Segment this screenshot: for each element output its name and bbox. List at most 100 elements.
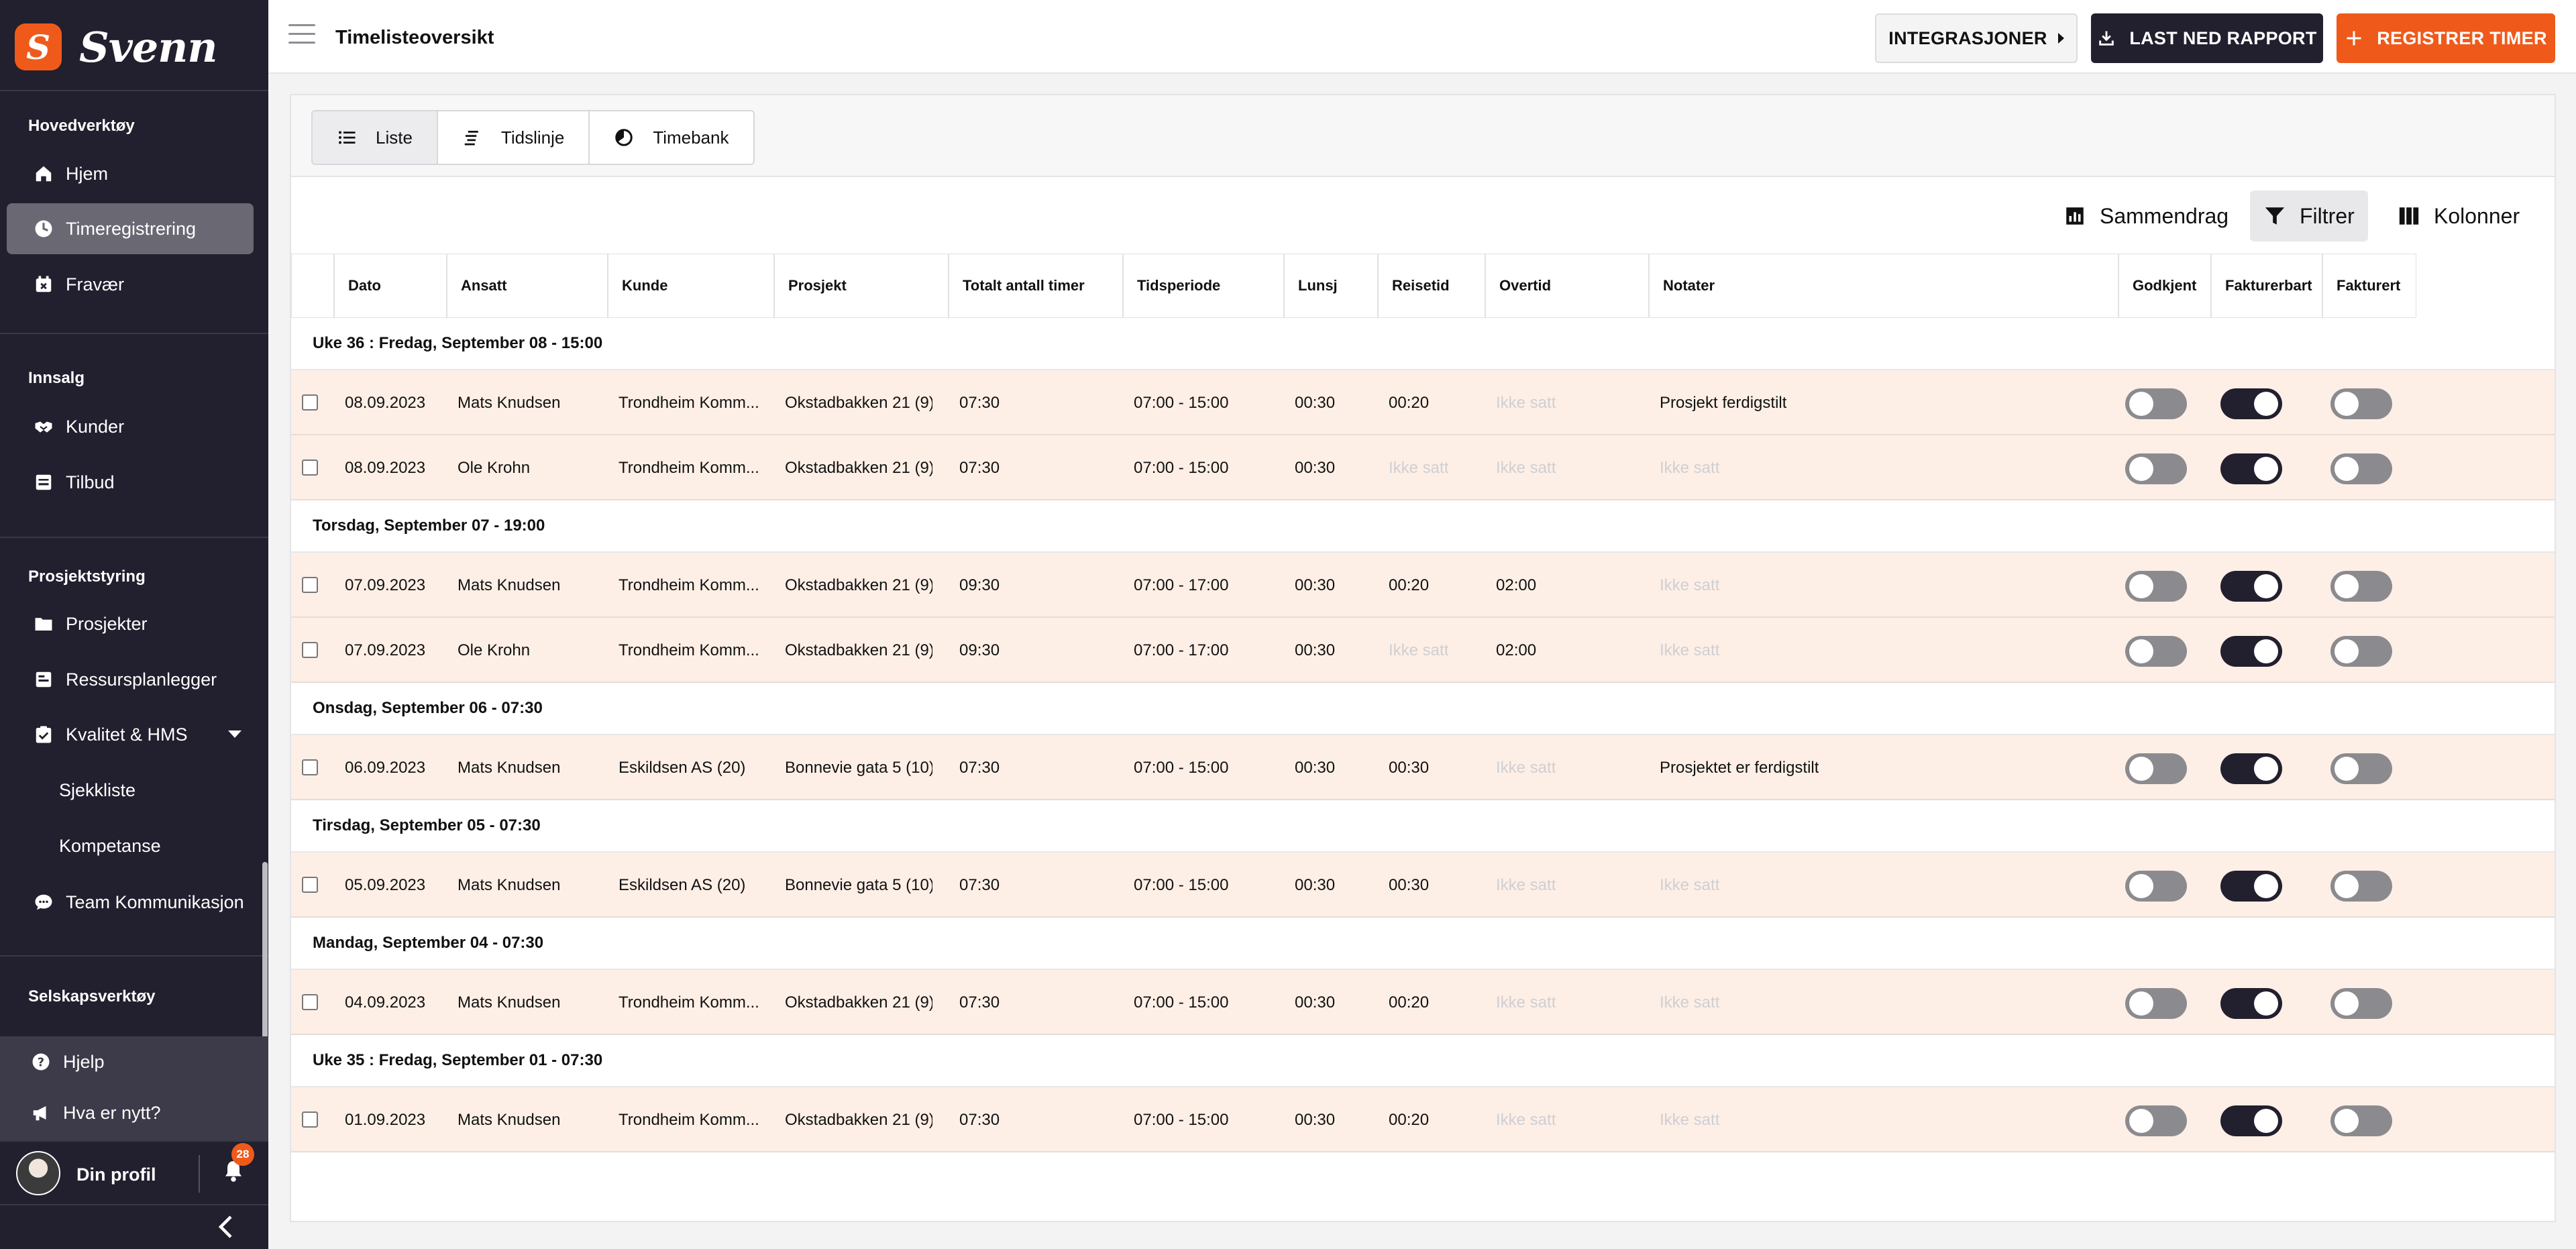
table-row[interactable]: 04.09.2023 Mats Knudsen Trondheim Komm... O… xyxy=(291,970,2555,1035)
section-title-innsalg: Innsalg xyxy=(28,369,85,387)
row-checkbox[interactable] xyxy=(302,459,318,476)
sidebar-item-team-kommunikasjon[interactable]: Team Kommunikasjon xyxy=(7,877,254,928)
brand-logo[interactable]: S Svenn xyxy=(15,20,217,74)
row-checkbox[interactable] xyxy=(302,577,318,593)
column-header-prosjekt[interactable]: Prosjekt xyxy=(774,254,949,318)
toggle-approved[interactable] xyxy=(2125,388,2187,419)
toggle-approved[interactable] xyxy=(2125,1105,2187,1136)
group-header-row: Torsdag, September 07 - 19:00 xyxy=(291,500,2555,553)
row-checkbox[interactable] xyxy=(302,994,318,1010)
integrations-button[interactable]: INTEGRASJONER xyxy=(1875,13,2078,63)
column-header-lunsj[interactable]: Lunsj xyxy=(1284,254,1378,318)
column-header-fakturert[interactable]: Fakturert xyxy=(2322,254,2416,318)
sidebar: S Svenn Hovedverktøy Hjem Timeregistreri… xyxy=(0,0,268,1249)
toggle-billed[interactable] xyxy=(2330,636,2392,667)
toggle-billable[interactable] xyxy=(2220,1105,2282,1136)
column-header-kunde[interactable]: Kunde xyxy=(608,254,774,318)
toggle-approved[interactable] xyxy=(2125,453,2187,484)
sidebar-item-ressursplanlegger[interactable]: Ressursplanlegger xyxy=(7,654,254,705)
toggle-approved[interactable] xyxy=(2125,871,2187,902)
profile-name[interactable]: Din profil xyxy=(76,1164,156,1185)
sidebar-subitem-kompetanse[interactable]: Kompetanse xyxy=(59,836,161,856)
filter-button[interactable]: Filtrer xyxy=(2250,191,2368,241)
sidebar-item-hjem[interactable]: Hjem xyxy=(7,148,254,199)
sidebar-item-kvalitet-hms[interactable]: Kvalitet & HMS xyxy=(7,709,254,760)
cell-employee: Mats Knudsen xyxy=(458,1110,561,1129)
cell-notes: Ikke satt xyxy=(1660,1110,1720,1129)
toggle-billed[interactable] xyxy=(2330,571,2392,602)
toggle-billable[interactable] xyxy=(2220,571,2282,602)
download-report-button[interactable]: LAST NED RAPPORT xyxy=(2091,13,2323,63)
toggle-approved[interactable] xyxy=(2125,753,2187,784)
column-header-reisetid[interactable]: Reisetid xyxy=(1378,254,1485,318)
toggle-billed[interactable] xyxy=(2330,388,2392,419)
sidebar-item-prosjekter[interactable]: Prosjekter xyxy=(7,598,254,649)
table-row[interactable]: 07.09.2023 Ole Krohn Trondheim Komm... Okst… xyxy=(291,618,2555,683)
row-checkbox[interactable] xyxy=(302,394,318,411)
bell-icon[interactable] xyxy=(221,1159,246,1183)
view-switcher: Liste Tidslinje Timebank xyxy=(311,110,755,165)
tab-tidslinje[interactable]: Tidslinje xyxy=(438,111,590,164)
table-row[interactable]: 01.09.2023 Mats Knudsen Trondheim Komm... O… xyxy=(291,1087,2555,1152)
tab-liste[interactable]: Liste xyxy=(313,111,438,164)
menu-icon[interactable] xyxy=(288,24,315,46)
tab-timebank[interactable]: Timebank xyxy=(590,111,753,164)
sidebar-item-hjelp[interactable]: ? Hjelp xyxy=(0,1036,268,1087)
sidebar-subitem-sjekkliste[interactable]: Sjekkliste xyxy=(59,780,136,800)
column-header-notater[interactable]: Notater xyxy=(1649,254,2118,318)
row-checkbox[interactable] xyxy=(302,642,318,658)
toggle-knob xyxy=(2129,1109,2153,1133)
table-row[interactable]: 07.09.2023 Mats Knudsen Trondheim Komm... O… xyxy=(291,553,2555,618)
divider xyxy=(0,90,268,91)
toggle-billable[interactable] xyxy=(2220,871,2282,902)
chat-icon xyxy=(32,891,55,914)
toggle-billed[interactable] xyxy=(2330,753,2392,784)
toggle-billed[interactable] xyxy=(2330,453,2392,484)
sidebar-item-hva-er-nytt[interactable]: Hva er nytt? xyxy=(0,1087,268,1138)
table-row[interactable]: 06.09.2023 Mats Knudsen Eskildsen AS (20) B… xyxy=(291,735,2555,800)
toggle-billable[interactable] xyxy=(2220,988,2282,1019)
register-hours-button[interactable]: REGISTRER TIMER xyxy=(2337,13,2555,63)
sidebar-item-fravaer[interactable]: Fravær xyxy=(7,259,254,310)
toggle-billable[interactable] xyxy=(2220,636,2282,667)
summary-button[interactable]: Sammendrag xyxy=(2050,191,2242,241)
table-row[interactable]: 08.09.2023 Ole Krohn Trondheim Komm... Okst… xyxy=(291,435,2555,500)
column-header-overtid[interactable]: Overtid xyxy=(1485,254,1649,318)
cell-travel: 00:20 xyxy=(1389,1110,1430,1129)
button-label: Kolonner xyxy=(2434,203,2520,228)
cell-period: 07:00 - 17:00 xyxy=(1134,641,1229,659)
columns-button[interactable]: Kolonner xyxy=(2384,191,2533,241)
column-header-ansatt[interactable]: Ansatt xyxy=(447,254,608,318)
cell-travel: Ikke satt xyxy=(1389,641,1449,659)
column-header-tidsperiode[interactable]: Tidsperiode xyxy=(1123,254,1284,318)
cell-lunch: 00:30 xyxy=(1295,576,1336,594)
toggle-approved[interactable] xyxy=(2125,636,2187,667)
collapse-sidebar-icon[interactable] xyxy=(215,1213,239,1241)
avatar[interactable] xyxy=(16,1151,60,1195)
sidebar-item-kunder[interactable]: Kunder xyxy=(7,401,254,452)
sidebar-scrollbar[interactable] xyxy=(262,862,268,1043)
toggle-approved[interactable] xyxy=(2125,571,2187,602)
column-header-godkjent[interactable]: Godkjent xyxy=(2118,254,2211,318)
sidebar-item-timeregistrering[interactable]: Timeregistrering xyxy=(7,203,254,254)
row-checkbox[interactable] xyxy=(302,759,318,775)
cell-lunch: 00:30 xyxy=(1295,1110,1336,1129)
table-row[interactable]: 08.09.2023 Mats Knudsen Trondheim Komm... O… xyxy=(291,370,2555,435)
toggle-billed[interactable] xyxy=(2330,988,2392,1019)
row-checkbox[interactable] xyxy=(302,877,318,893)
table-row[interactable]: 05.09.2023 Mats Knudsen Eskildsen AS (20) B… xyxy=(291,853,2555,918)
toggle-approved[interactable] xyxy=(2125,988,2187,1019)
toggle-billable[interactable] xyxy=(2220,453,2282,484)
toggle-billed[interactable] xyxy=(2330,1105,2392,1136)
toggle-billable[interactable] xyxy=(2220,388,2282,419)
toggle-billed[interactable] xyxy=(2330,871,2392,902)
toggle-billable[interactable] xyxy=(2220,753,2282,784)
cell-total: 09:30 xyxy=(959,641,1000,659)
column-header-dato[interactable]: Dato xyxy=(334,254,447,318)
sidebar-item-label: Hjelp xyxy=(63,1051,105,1072)
column-header-totalt-antall-timer[interactable]: Totalt antall timer xyxy=(949,254,1123,318)
row-checkbox[interactable] xyxy=(302,1111,318,1128)
column-header-fakturerbart[interactable]: Fakturerbart xyxy=(2211,254,2322,318)
cell-project: Okstadbakken 21 (9) xyxy=(785,458,932,477)
sidebar-item-tilbud[interactable]: Tilbud xyxy=(7,457,254,508)
